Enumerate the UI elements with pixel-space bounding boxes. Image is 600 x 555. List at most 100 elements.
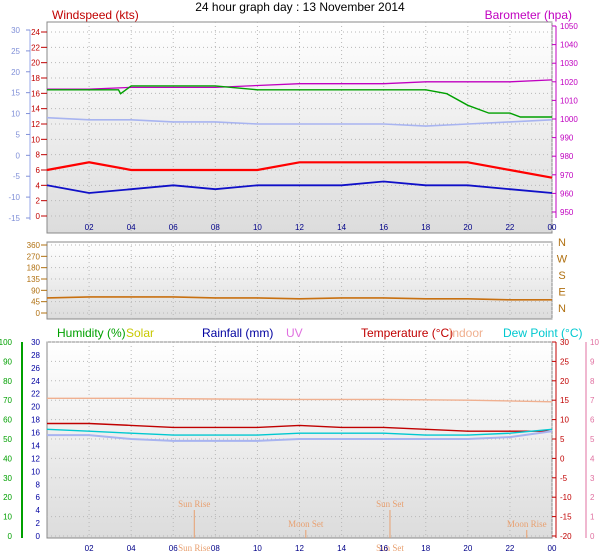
x-tick-label: 16	[379, 544, 388, 553]
tick-label: 1020	[560, 78, 578, 87]
tick-label: 20	[31, 59, 40, 68]
tick-label: 1040	[560, 41, 578, 50]
tick-label: 25	[11, 47, 20, 56]
tick-label: 26	[31, 364, 40, 373]
x-tick-label: 12	[295, 544, 304, 553]
tick-label: 0	[8, 532, 13, 541]
tick-label: 0	[36, 212, 41, 221]
tick-label: 0	[590, 532, 595, 541]
legend-label: Rainfall (mm)	[202, 326, 273, 340]
temperature-line	[47, 422, 552, 432]
tick-label: 16	[31, 429, 40, 438]
tick-label: 60	[3, 416, 12, 425]
wind-direction-ticks: 360 270 180 135 90 45 0	[27, 241, 47, 318]
x-tick-label: 04	[127, 544, 136, 553]
tick-label: 0	[36, 309, 41, 318]
x-tick-label: 12	[295, 223, 304, 232]
x-tick-label: 22	[505, 223, 514, 232]
tick-label: 28	[31, 351, 40, 360]
tick-label: 18	[31, 416, 40, 425]
wind-direction-grid	[47, 242, 553, 319]
tick-label: 40	[3, 454, 12, 463]
tick-label: 2	[590, 493, 595, 502]
wind-direction-panel	[46, 241, 553, 320]
tick-label: 950	[560, 208, 574, 217]
tick-label: 8	[590, 377, 595, 386]
tick-label: 20	[31, 403, 40, 412]
tick-label: 270	[27, 252, 41, 261]
tick-label: 1000	[560, 115, 578, 124]
tick-label: 9	[590, 357, 595, 366]
barometer-ticks: 1050 1040 1030 1020 1010 1000 990 980 970 960 950	[552, 22, 578, 218]
tick-label: 4	[36, 181, 41, 190]
tick-label: -5	[560, 474, 568, 483]
x-tick-label: 14	[337, 544, 346, 553]
tick-label: 180	[27, 264, 41, 273]
temperature-ticks: 30 25 20 15 10 5 0 -5 -10 -15 -20	[552, 338, 572, 541]
x-tick-label: 00	[548, 223, 557, 232]
x-tick-label: 02	[85, 544, 94, 553]
tick-label: 10	[11, 110, 20, 119]
legend-label: Humidity (%)	[57, 326, 126, 340]
compass-label: W	[557, 254, 568, 266]
annotation-label: Moon Rise	[507, 519, 547, 529]
tick-label: -10	[560, 493, 572, 502]
compass-label: N	[558, 237, 566, 249]
tick-label: 18	[31, 74, 40, 83]
tick-label: 1050	[560, 22, 578, 31]
tick-label: 24	[31, 28, 40, 37]
tick-label: 24	[31, 377, 40, 386]
tick-label: 10	[31, 467, 40, 476]
tick-label: 30	[3, 474, 12, 483]
tick-label: 10	[560, 416, 569, 425]
tick-label: -5	[13, 172, 21, 181]
tick-label: 15	[560, 396, 569, 405]
legend-label: UV	[286, 326, 303, 340]
x-tick-label: 16	[379, 223, 388, 232]
tick-label: 12	[31, 120, 40, 129]
tick-label: 10	[31, 135, 40, 144]
tick-label: 0	[36, 532, 41, 541]
tick-label: 960	[560, 189, 574, 198]
tick-label: 0	[560, 454, 565, 463]
x-tick-label: 18	[421, 223, 430, 232]
tick-label: 1030	[560, 59, 578, 68]
x-tick-label: 06	[169, 223, 178, 232]
wind-baro-panel	[46, 21, 553, 234]
x-tick-label: 22	[505, 544, 514, 553]
x-tick-label: 20	[463, 223, 472, 232]
wind-direction-line	[46, 296, 552, 301]
wind-avg-line	[46, 180, 553, 194]
x-tick-label: 06	[169, 544, 178, 553]
tick-label: 22	[31, 390, 40, 399]
compass-label: S	[558, 270, 565, 282]
tick-label: 50	[3, 435, 12, 444]
tick-label: 8	[36, 480, 41, 489]
tick-label: 80	[3, 377, 12, 386]
wind-baro-series	[46, 79, 553, 194]
wind-baro-grid	[47, 22, 553, 233]
tick-label: 6	[36, 493, 41, 502]
legend-label: Indoor	[449, 326, 483, 340]
tick-label: 0	[16, 151, 21, 160]
x-tick-label: 04	[127, 223, 136, 232]
tick-label: 3	[590, 474, 595, 483]
x-tick-label: 08	[211, 223, 220, 232]
tick-label: -15	[8, 214, 20, 223]
tick-label: 4	[36, 506, 41, 515]
tick-label: 135	[27, 275, 41, 284]
temp-humidity-series	[46, 85, 553, 442]
tick-label: -10	[8, 193, 20, 202]
x-tick-label: 14	[337, 223, 346, 232]
chart-title: 24 hour graph day : 13 November 2014	[195, 0, 405, 14]
tick-label: 5	[590, 435, 595, 444]
tick-label: 90	[31, 286, 40, 295]
windspeed-line	[46, 161, 553, 179]
tick-label: 970	[560, 171, 574, 180]
indoor-temp-line	[47, 397, 553, 403]
windspeed-axis-label: Windspeed (kts)	[52, 8, 139, 22]
